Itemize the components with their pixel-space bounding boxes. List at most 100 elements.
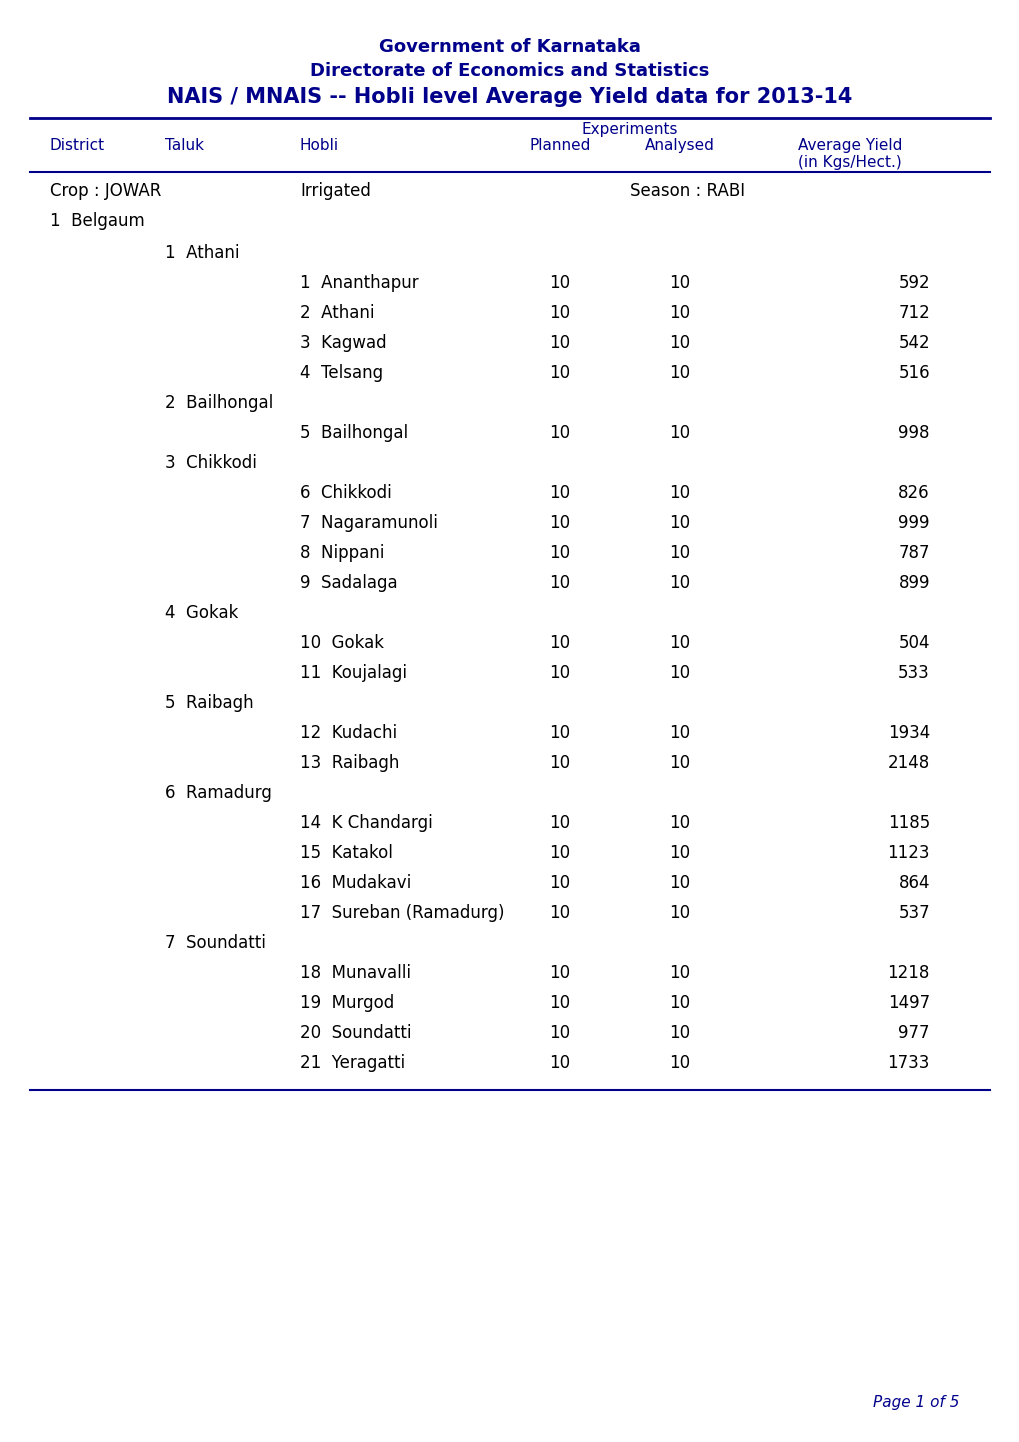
- Text: 14  K Chandargi: 14 K Chandargi: [300, 813, 432, 832]
- Text: 10: 10: [549, 513, 570, 532]
- Text: 1  Belgaum: 1 Belgaum: [50, 212, 145, 231]
- Text: 21  Yeragatti: 21 Yeragatti: [300, 1054, 405, 1071]
- Text: 1123: 1123: [887, 844, 929, 862]
- Text: 977: 977: [898, 1024, 929, 1043]
- Text: 19  Murgod: 19 Murgod: [300, 994, 394, 1012]
- Text: 1185: 1185: [887, 813, 929, 832]
- Text: 10: 10: [549, 485, 570, 502]
- Text: 4  Telsang: 4 Telsang: [300, 363, 383, 382]
- Text: 10: 10: [549, 813, 570, 832]
- Text: 712: 712: [898, 304, 929, 322]
- Text: Experiments: Experiments: [581, 123, 678, 137]
- Text: 10: 10: [549, 1054, 570, 1071]
- Text: 10: 10: [549, 574, 570, 593]
- Text: 10: 10: [549, 724, 570, 743]
- Text: 10: 10: [549, 663, 570, 682]
- Text: 1733: 1733: [887, 1054, 929, 1071]
- Text: 6  Ramadurg: 6 Ramadurg: [165, 784, 272, 802]
- Text: 10: 10: [668, 485, 690, 502]
- Text: Average Yield
(in Kgs/Hect.): Average Yield (in Kgs/Hect.): [797, 138, 901, 170]
- Text: 10: 10: [668, 274, 690, 291]
- Text: 18  Munavalli: 18 Munavalli: [300, 965, 411, 982]
- Text: 10: 10: [668, 335, 690, 352]
- Text: 10: 10: [668, 363, 690, 382]
- Text: 10: 10: [668, 904, 690, 921]
- Text: 787: 787: [898, 544, 929, 562]
- Text: Analysed: Analysed: [644, 138, 714, 153]
- Text: 20  Soundatti: 20 Soundatti: [300, 1024, 411, 1043]
- Text: 10: 10: [668, 544, 690, 562]
- Text: 504: 504: [898, 634, 929, 652]
- Text: 537: 537: [898, 904, 929, 921]
- Text: 1218: 1218: [887, 965, 929, 982]
- Text: Planned: Planned: [529, 138, 590, 153]
- Text: 1  Ananthapur: 1 Ananthapur: [300, 274, 418, 291]
- Text: 899: 899: [898, 574, 929, 593]
- Text: 1934: 1934: [887, 724, 929, 743]
- Text: Directorate of Economics and Statistics: Directorate of Economics and Statistics: [310, 62, 709, 79]
- Text: 16  Mudakavi: 16 Mudakavi: [300, 874, 411, 893]
- Text: 10: 10: [668, 965, 690, 982]
- Text: 10: 10: [549, 304, 570, 322]
- Text: 999: 999: [898, 513, 929, 532]
- Text: 6  Chikkodi: 6 Chikkodi: [300, 485, 391, 502]
- Text: 10: 10: [668, 844, 690, 862]
- Text: 2  Bailhongal: 2 Bailhongal: [165, 394, 273, 412]
- Text: 7  Soundatti: 7 Soundatti: [165, 934, 266, 952]
- Text: 3  Chikkodi: 3 Chikkodi: [165, 454, 257, 472]
- Text: 17  Sureban (Ramadurg): 17 Sureban (Ramadurg): [300, 904, 504, 921]
- Text: 998: 998: [898, 424, 929, 443]
- Text: 4  Gokak: 4 Gokak: [165, 604, 238, 622]
- Text: 10: 10: [549, 634, 570, 652]
- Text: Page 1 of 5: Page 1 of 5: [872, 1394, 959, 1410]
- Text: 10: 10: [668, 663, 690, 682]
- Text: 826: 826: [898, 485, 929, 502]
- Text: 3  Kagwad: 3 Kagwad: [300, 335, 386, 352]
- Text: 516: 516: [898, 363, 929, 382]
- Text: 10: 10: [668, 813, 690, 832]
- Text: 10: 10: [668, 424, 690, 443]
- Text: 10: 10: [549, 544, 570, 562]
- Text: 10: 10: [549, 994, 570, 1012]
- Text: 1  Athani: 1 Athani: [165, 244, 239, 262]
- Text: 10: 10: [549, 754, 570, 771]
- Text: 10: 10: [668, 754, 690, 771]
- Text: Government of Karnataka: Government of Karnataka: [379, 37, 640, 56]
- Text: 10: 10: [668, 513, 690, 532]
- Text: 864: 864: [898, 874, 929, 893]
- Text: 10: 10: [668, 1054, 690, 1071]
- Text: 7  Nagaramunoli: 7 Nagaramunoli: [300, 513, 437, 532]
- Text: 542: 542: [898, 335, 929, 352]
- Text: 10: 10: [668, 304, 690, 322]
- Text: 2  Athani: 2 Athani: [300, 304, 374, 322]
- Text: 10: 10: [549, 424, 570, 443]
- Text: 15  Katakol: 15 Katakol: [300, 844, 392, 862]
- Text: 592: 592: [898, 274, 929, 291]
- Text: 10: 10: [668, 724, 690, 743]
- Text: 10: 10: [549, 965, 570, 982]
- Text: 10: 10: [549, 874, 570, 893]
- Text: 10  Gokak: 10 Gokak: [300, 634, 383, 652]
- Text: Irrigated: Irrigated: [300, 182, 371, 200]
- Text: 8  Nippani: 8 Nippani: [300, 544, 384, 562]
- Text: District: District: [50, 138, 105, 153]
- Text: 10: 10: [549, 1024, 570, 1043]
- Text: Crop : JOWAR: Crop : JOWAR: [50, 182, 161, 200]
- Text: 10: 10: [549, 904, 570, 921]
- Text: 10: 10: [668, 874, 690, 893]
- Text: 1497: 1497: [887, 994, 929, 1012]
- Text: 10: 10: [668, 1024, 690, 1043]
- Text: 10: 10: [549, 363, 570, 382]
- Text: 533: 533: [898, 663, 929, 682]
- Text: 9  Sadalaga: 9 Sadalaga: [300, 574, 397, 593]
- Text: Taluk: Taluk: [165, 138, 204, 153]
- Text: 2148: 2148: [887, 754, 929, 771]
- Text: 12  Kudachi: 12 Kudachi: [300, 724, 396, 743]
- Text: Season : RABI: Season : RABI: [630, 182, 745, 200]
- Text: 10: 10: [549, 274, 570, 291]
- Text: 10: 10: [549, 335, 570, 352]
- Text: 5  Bailhongal: 5 Bailhongal: [300, 424, 408, 443]
- Text: 5  Raibagh: 5 Raibagh: [165, 694, 254, 712]
- Text: 10: 10: [549, 844, 570, 862]
- Text: 10: 10: [668, 634, 690, 652]
